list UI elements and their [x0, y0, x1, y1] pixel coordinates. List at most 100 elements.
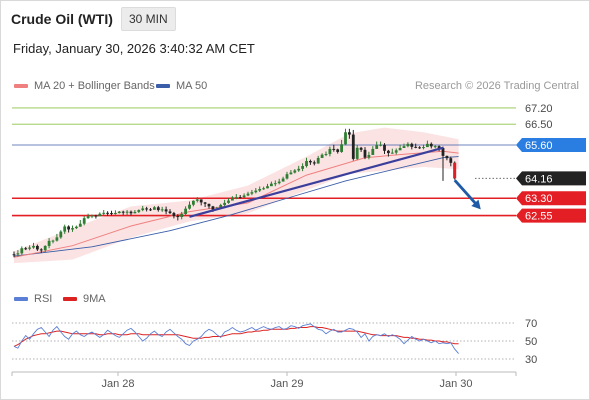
rsi-tick-label: 70: [525, 318, 537, 330]
candle-body: [273, 183, 277, 185]
candle-body: [71, 228, 74, 230]
rsi-line: [13, 323, 459, 354]
candle-body: [371, 148, 375, 155]
candle-body: [328, 148, 332, 155]
candle-body: [86, 216, 90, 219]
candle-body: [297, 168, 301, 171]
candle-body: [309, 160, 312, 163]
candle-body: [36, 245, 39, 250]
legend-ma9: 9MA: [63, 293, 106, 305]
last-candle: [453, 162, 457, 179]
rsi-tick-label: 30: [525, 354, 537, 366]
ma50-swatch: [156, 84, 170, 88]
x-tick-label: Jan 30: [439, 378, 472, 390]
candle-body: [55, 237, 59, 241]
candle-body: [149, 209, 152, 211]
candle-body: [402, 146, 406, 149]
support-tag: [516, 208, 586, 223]
candle-body: [301, 166, 304, 169]
candle-body: [39, 249, 43, 251]
candle-body: [289, 172, 293, 175]
candle-body: [94, 215, 98, 217]
candle-body: [375, 145, 379, 149]
candle-body: [211, 206, 215, 210]
candle-body: [180, 213, 184, 217]
candle-body: [129, 211, 133, 214]
candle-body: [398, 148, 402, 151]
resistance-label: 67.20: [525, 103, 553, 115]
ma50-line: [13, 156, 459, 257]
rsi-label: RSI: [34, 293, 53, 305]
candle-body: [340, 144, 343, 152]
candle-body: [32, 245, 35, 248]
candle-body: [47, 240, 51, 246]
candle-body: [262, 188, 265, 190]
instrument-title: Crude Oil (WTI): [11, 11, 113, 27]
support-label: 63.30: [525, 193, 553, 205]
candle-body: [363, 149, 367, 158]
candle-body: [426, 143, 429, 148]
candle-body: [234, 197, 238, 199]
candle-body: [223, 202, 226, 205]
candle-body: [406, 143, 410, 147]
trendline: [189, 146, 444, 218]
ma9-line: [13, 326, 459, 347]
candle-body: [254, 190, 258, 193]
forecast-arrow-head: [471, 199, 481, 210]
legend-ma50: MA 50: [156, 80, 207, 92]
candle-body: [184, 208, 187, 214]
candle-body: [285, 174, 289, 179]
candle-body: [258, 188, 262, 191]
resistance-label: 66.50: [525, 119, 553, 131]
last-price-tag: [516, 171, 586, 186]
candle-body: [192, 200, 195, 205]
candle-body: [445, 155, 449, 159]
candle-body: [188, 204, 191, 209]
candle-body: [133, 211, 137, 214]
candle-body: [312, 162, 316, 164]
x-tick-label: Jan 28: [101, 378, 134, 390]
candle-body: [176, 216, 180, 218]
candle-body: [390, 152, 394, 154]
candle-body: [24, 248, 28, 250]
candle-body: [82, 218, 86, 224]
candle-body: [102, 212, 106, 214]
candle-body: [387, 150, 390, 154]
candle-body: [348, 132, 351, 135]
timestamp: Friday, January 30, 2026 3:40:32 AM CET: [13, 41, 255, 56]
candle-body: [332, 148, 336, 150]
candle-body: [117, 211, 121, 214]
candle-body: [242, 195, 246, 198]
ma50-label: MA 50: [176, 80, 208, 92]
timeframe-button[interactable]: 30 MIN: [121, 7, 176, 31]
candle-body: [28, 247, 31, 249]
legend-rsi: RSI: [14, 293, 52, 305]
candle-body: [203, 202, 207, 204]
candle-body: [110, 213, 113, 215]
candle-body: [266, 186, 269, 189]
candle-body: [441, 148, 445, 156]
candle-body: [78, 223, 82, 227]
candle-body: [277, 181, 281, 184]
candle-body: [59, 231, 63, 238]
credit-text: Research © 2026 Trading Central: [414, 80, 579, 92]
candle-body: [141, 208, 145, 211]
candle-body: [16, 253, 20, 255]
candle-body: [238, 197, 242, 199]
candle-body: [359, 147, 363, 150]
candle-body: [172, 213, 176, 217]
candle-body: [355, 147, 359, 159]
candle-body: [121, 211, 125, 213]
candle-body: [394, 150, 398, 153]
candle-body: [98, 213, 102, 217]
candle-body: [414, 146, 418, 148]
candle-body: [305, 160, 308, 167]
ma9-swatch: [63, 297, 77, 301]
candle-body: [153, 207, 156, 210]
candle-body: [418, 147, 421, 149]
support-label: 62.55: [525, 211, 553, 223]
candle-body: [43, 245, 47, 251]
candle-body: [90, 215, 94, 217]
legend-ma20: MA 20 + Bollinger Bands: [14, 80, 155, 92]
